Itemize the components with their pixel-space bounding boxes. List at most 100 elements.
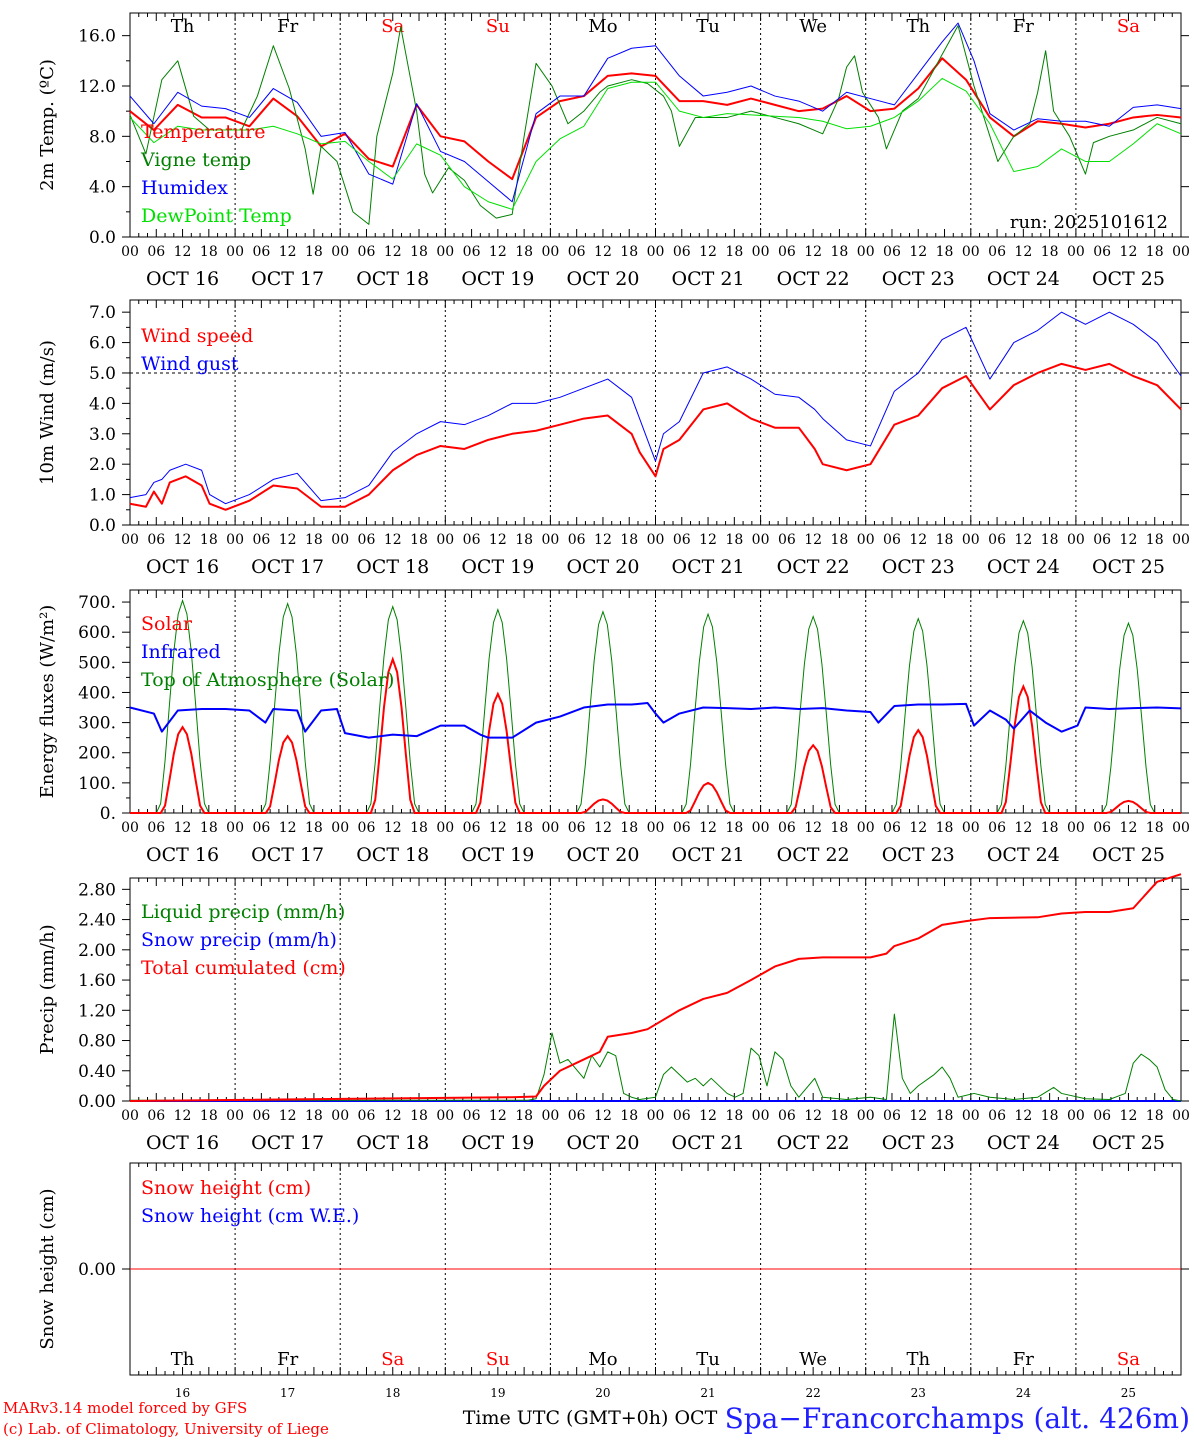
day-name-label: Sa	[381, 1349, 404, 1370]
hour-tick-label: 12	[279, 532, 297, 548]
hour-tick-label: 12	[1014, 244, 1032, 260]
date-label: OCT 19	[461, 268, 534, 290]
y-axis-label: Energy fluxes (W/m²)	[37, 605, 58, 799]
date-label: OCT 25	[1092, 556, 1165, 578]
hour-tick-label: 00	[436, 244, 454, 260]
hour-tick-label: 06	[1093, 820, 1111, 836]
date-label: OCT 22	[777, 556, 850, 578]
day-number-label: 25	[1121, 1386, 1136, 1400]
y-tick-label: 16.0	[78, 27, 116, 47]
hour-tick-label: 12	[384, 244, 402, 260]
hour-tick-label: 12	[384, 532, 402, 548]
hour-tick-label: 18	[515, 820, 533, 836]
hour-tick-label: 18	[1146, 244, 1164, 260]
y-tick-label: 2.40	[78, 911, 116, 931]
hour-tick-label: 00	[226, 244, 244, 260]
hour-tick-label: 00	[436, 532, 454, 548]
hour-tick-label: 12	[1014, 820, 1032, 836]
hour-tick-label: 00	[1172, 1108, 1190, 1124]
date-label: OCT 18	[356, 556, 429, 578]
hour-tick-label: 12	[699, 244, 717, 260]
date-label: OCT 25	[1092, 844, 1165, 866]
legend-entry: Liquid precip (mm/h)	[141, 901, 345, 923]
hour-tick-label: 12	[699, 1108, 717, 1124]
hour-tick-label: 06	[568, 532, 586, 548]
y-tick-label: 1.20	[78, 1001, 116, 1021]
day-name-label: We	[799, 16, 827, 37]
date-label: OCT 18	[356, 268, 429, 290]
day-name-label: We	[799, 1349, 827, 1370]
day-name-label: Mo	[588, 1349, 617, 1370]
y-tick-label: 0.00	[78, 1092, 116, 1112]
hour-tick-label: 06	[252, 244, 270, 260]
hour-tick-label: 00	[121, 820, 139, 836]
y-tick-label: 1.0	[89, 486, 116, 506]
hour-tick-label: 18	[725, 820, 743, 836]
y-tick-label: 6.0	[89, 334, 116, 354]
hour-tick-label: 18	[1041, 820, 1059, 836]
day-number-label: 18	[385, 1386, 400, 1400]
date-label: OCT 18	[356, 844, 429, 866]
panel-temp: 0.0 4.0 8.0 12.0 16.0 2m Temp. (ºC) 00 06 12 18 00…	[37, 12, 1190, 290]
series-humidex	[129, 22, 1182, 203]
date-label: OCT 21	[672, 844, 745, 866]
hour-tick-label: 12	[279, 244, 297, 260]
hour-tick-label: 06	[463, 532, 481, 548]
panel-precip: 0.00 0.40 0.80 1.20 1.60 2.00 2.40 2.80 Precip (…	[37, 873, 1190, 1154]
hour-tick-label: 00	[647, 532, 665, 548]
day-number-label: 23	[911, 1386, 926, 1400]
hour-tick-label: 00	[962, 532, 980, 548]
hour-tick-label: 06	[883, 1108, 901, 1124]
hour-tick-label: 18	[725, 1108, 743, 1124]
series-vigne-temp	[129, 25, 1182, 225]
hour-tick-label: 18	[936, 1108, 954, 1124]
hour-tick-label: 18	[305, 244, 323, 260]
hour-tick-label: 06	[778, 244, 796, 260]
hour-tick-label: 18	[410, 532, 428, 548]
date-label: OCT 24	[987, 268, 1060, 290]
hour-tick-label: 00	[1067, 1108, 1085, 1124]
date-label: OCT 17	[251, 1132, 324, 1154]
hour-tick-label: 06	[673, 532, 691, 548]
hour-tick-label: 00	[857, 1108, 875, 1124]
hour-tick-label: 12	[699, 820, 717, 836]
legend-entry: Infrared	[141, 641, 221, 663]
y-tick-label: 5.0	[89, 364, 116, 384]
hour-tick-label: 18	[620, 1108, 638, 1124]
hour-tick-label: 18	[1041, 244, 1059, 260]
y-tick-label: 300.	[78, 714, 116, 734]
date-label: OCT 24	[987, 556, 1060, 578]
hour-tick-label: 00	[541, 532, 559, 548]
hour-tick-label: 06	[988, 1108, 1006, 1124]
hour-tick-label: 12	[174, 1108, 192, 1124]
y-tick-label: 500.	[78, 653, 116, 673]
hour-tick-label: 12	[1120, 532, 1138, 548]
y-tick-label: 0.	[100, 804, 116, 824]
series-total-cumulated-cm-	[129, 873, 1182, 1102]
date-label: OCT 20	[566, 1132, 639, 1154]
hour-tick-label: 06	[147, 1108, 165, 1124]
hour-tick-label: 12	[909, 820, 927, 836]
date-label: OCT 19	[461, 1132, 534, 1154]
y-tick-label: 0.40	[78, 1062, 116, 1082]
day-number-label: 19	[490, 1386, 505, 1400]
legend-entry: Top of Atmosphere (Solar)	[141, 669, 394, 691]
hour-tick-label: 12	[909, 532, 927, 548]
hour-tick-label: 12	[489, 820, 507, 836]
series-wind-speed	[129, 362, 1182, 511]
hour-tick-label: 06	[778, 532, 796, 548]
y-tick-label: 100.	[78, 774, 116, 794]
date-label: OCT 25	[1092, 1132, 1165, 1154]
legend-entry: Snow height (cm)	[141, 1177, 311, 1199]
hour-tick-label: 00	[1067, 532, 1085, 548]
date-label: OCT 16	[146, 556, 219, 578]
hour-tick-label: 12	[909, 1108, 927, 1124]
y-tick-label: 700.	[78, 593, 116, 613]
date-label: OCT 22	[777, 1132, 850, 1154]
hour-tick-label: 18	[1146, 1108, 1164, 1124]
hour-tick-label: 18	[936, 820, 954, 836]
hour-tick-label: 18	[515, 244, 533, 260]
hour-tick-label: 18	[725, 244, 743, 260]
date-label: OCT 18	[356, 1132, 429, 1154]
